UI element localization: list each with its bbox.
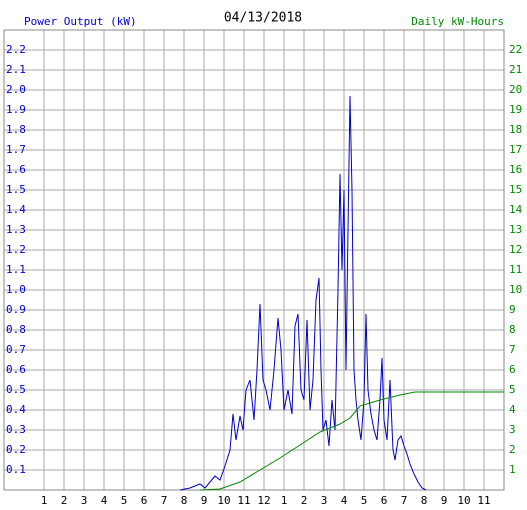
series-line: [199, 391, 504, 491]
y-tick-label: 0.8: [6, 323, 26, 336]
y2-tick-label: 11: [509, 263, 522, 276]
y-tick-label: 1.7: [6, 143, 26, 156]
y2-tick-label: 9: [509, 303, 516, 316]
x-tick-label: 4: [341, 494, 348, 507]
y2-tick-label: 21: [509, 63, 522, 76]
x-tick-label: 11: [237, 494, 250, 507]
y-tick-label: 1.0: [6, 283, 26, 296]
y2-tick-label: 3: [509, 423, 516, 436]
x-tick-label: 6: [141, 494, 148, 507]
x-tick-label: 12: [257, 494, 270, 507]
y-tick-label: 2.1: [6, 63, 26, 76]
y-tick-label: 0.3: [6, 423, 26, 436]
plot-border: [3, 29, 505, 491]
x-tick-label: 5: [361, 494, 368, 507]
x-tick-label: 3: [321, 494, 328, 507]
chart-title: 04/13/2018: [224, 11, 302, 26]
y2-tick-label: 6: [509, 363, 516, 376]
y2-tick-label: 15: [509, 183, 522, 196]
y2-axis-label: Daily kW-Hours: [411, 15, 504, 28]
x-tick-label: 10: [217, 494, 230, 507]
x-tick-label: 8: [421, 494, 428, 507]
x-tick-label: 7: [401, 494, 408, 507]
y-tick-label: 2.0: [6, 83, 26, 96]
x-tick-label: 11: [477, 494, 490, 507]
x-tick-label: 9: [201, 494, 208, 507]
x-tick-label: 2: [61, 494, 68, 507]
y2-tick-label: 13: [509, 223, 522, 236]
y2-tick-label: 16: [509, 163, 522, 176]
x-tick-label: 10: [457, 494, 470, 507]
series-line: [179, 95, 427, 491]
x-tick-label: 9: [441, 494, 448, 507]
y-tick-label: 0.4: [6, 403, 26, 416]
x-tick-label: 5: [121, 494, 128, 507]
y2-tick-label: 5: [509, 383, 516, 396]
y-axis-label: Power Output (kW): [24, 15, 137, 28]
y-tick-label: 2.2: [6, 43, 26, 56]
y-tick-label: 0.5: [6, 383, 26, 396]
y-tick-label: 0.2: [6, 443, 26, 456]
y2-tick-label: 8: [509, 323, 516, 336]
y-tick-label: 1.6: [6, 163, 26, 176]
y-tick-label: 1.8: [6, 123, 26, 136]
y-tick-label: 0.6: [6, 363, 26, 376]
x-tick-label: 1: [41, 494, 48, 507]
y2-tick-label: 14: [509, 203, 523, 216]
x-tick-label: 7: [161, 494, 168, 507]
y2-tick-label: 18: [509, 123, 522, 136]
y2-tick-label: 12: [509, 243, 522, 256]
y2-tick-label: 2: [509, 443, 516, 456]
y2-tick-label: 4: [509, 403, 516, 416]
y2-tick-label: 19: [509, 103, 522, 116]
x-tick-label: 6: [381, 494, 388, 507]
y2-tick-label: 1: [509, 463, 516, 476]
x-tick-label: 3: [81, 494, 88, 507]
y-tick-label: 1.1: [6, 263, 26, 276]
y2-tick-label: 7: [509, 343, 516, 356]
x-tick-label: 4: [101, 494, 108, 507]
y-tick-label: 0.9: [6, 303, 26, 316]
x-tick-label: 8: [181, 494, 188, 507]
y2-tick-label: 22: [509, 43, 522, 56]
x-tick-label: 1: [281, 494, 288, 507]
y-tick-label: 0.1: [6, 463, 26, 476]
x-tick-label: 2: [301, 494, 308, 507]
y-tick-label: 1.5: [6, 183, 26, 196]
y-tick-label: 0.7: [6, 343, 26, 356]
y2-tick-label: 17: [509, 143, 522, 156]
y-tick-label: 1.2: [6, 243, 26, 256]
y2-tick-label: 10: [509, 283, 522, 296]
y2-tick-label: 20: [509, 83, 522, 96]
y-tick-label: 1.9: [6, 103, 26, 116]
y-tick-label: 1.4: [6, 203, 26, 216]
y-tick-label: 1.3: [6, 223, 26, 236]
